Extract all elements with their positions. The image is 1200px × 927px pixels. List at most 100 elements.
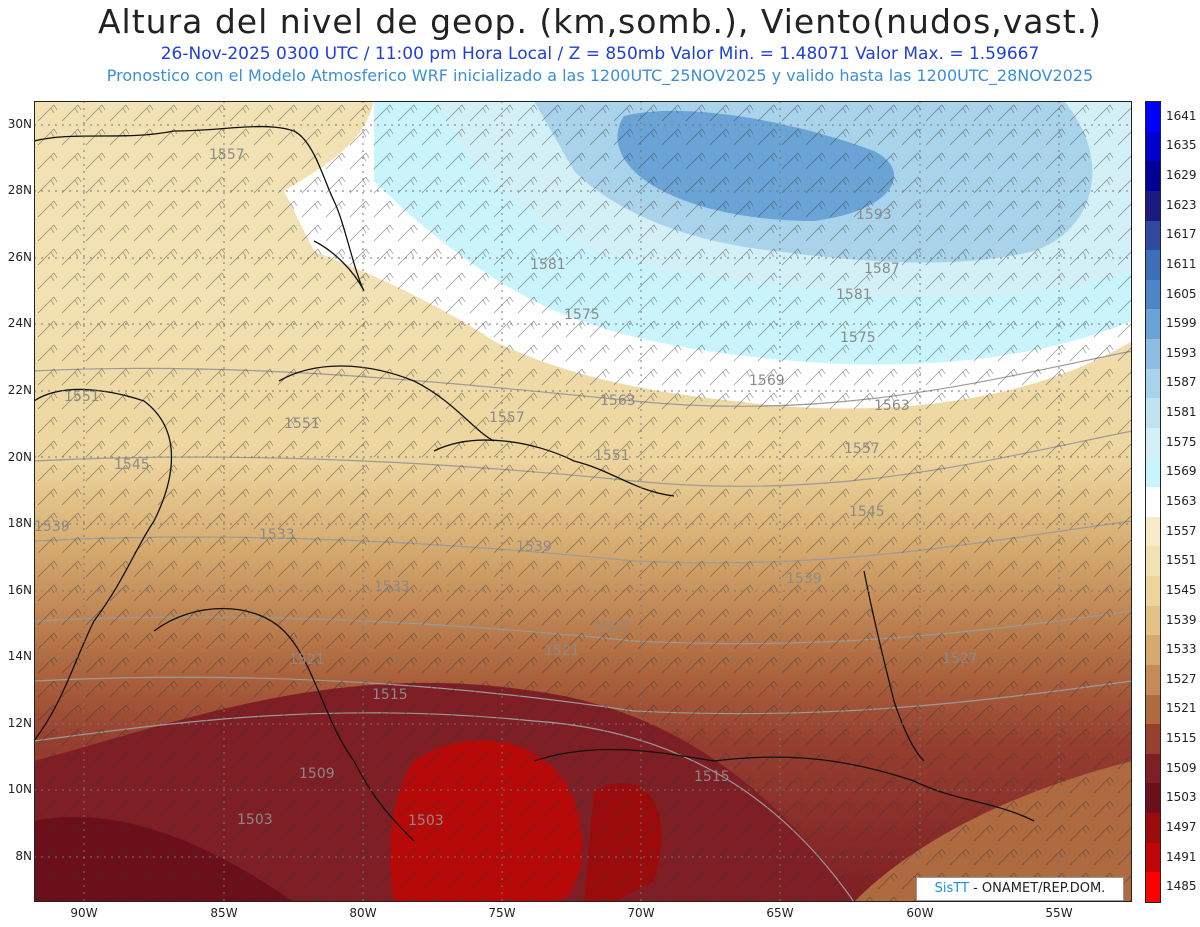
- contour-label: 1563: [600, 393, 636, 409]
- lat-label: 26N: [7, 250, 32, 264]
- color-scale-segment: [1146, 724, 1160, 755]
- color-scale-segment: [1146, 813, 1160, 844]
- lon-label: 75W: [488, 906, 516, 920]
- sistt-logo: SisTT: [934, 881, 969, 896]
- contour-label: 1545: [114, 457, 150, 473]
- color-scale-segment: [1146, 872, 1160, 903]
- color-scale-label: 1587: [1166, 375, 1197, 390]
- lon-label: 65W: [766, 906, 794, 920]
- color-scale-label: 1491: [1166, 849, 1197, 864]
- lon-label: 90W: [70, 906, 98, 920]
- color-scale-label: 1641: [1166, 108, 1197, 123]
- lon-label: 85W: [210, 906, 238, 920]
- contour-label: 1563: [874, 398, 910, 414]
- contour-label: 1503: [408, 813, 444, 829]
- color-scale-segment: [1146, 427, 1160, 459]
- color-scale-segment: [1146, 398, 1160, 429]
- lon-label: 70W: [627, 906, 655, 920]
- contour-label: 1557: [209, 147, 245, 163]
- lon-label: 60W: [906, 906, 934, 920]
- color-scale-segment: [1146, 250, 1160, 281]
- color-scale-segment: [1146, 576, 1160, 607]
- contour-label: 1527: [594, 619, 630, 635]
- color-scale-label: 1563: [1166, 494, 1197, 508]
- valid-time-subtitle: 26-Nov-2025 0300 UTC / 11:00 pm Hora Loc…: [160, 44, 1040, 64]
- color-scale-label: 1575: [1166, 434, 1197, 449]
- color-scale-label: 1599: [1166, 316, 1197, 331]
- color-scale-label: 1527: [1166, 671, 1197, 686]
- color-scale-segment: [1146, 635, 1160, 666]
- contour-label: 1515: [694, 769, 730, 785]
- coastlines: [34, 125, 1035, 842]
- contour-labels: 1557 1581 1587 1593 1581 1575 1575 1569 …: [34, 147, 978, 829]
- color-scale-segment: [1146, 694, 1160, 725]
- contour-label: 1533: [259, 527, 295, 543]
- contour-label: 1557: [489, 410, 525, 426]
- color-scale-label: 1515: [1166, 731, 1197, 746]
- color-scale-segment: [1146, 131, 1160, 162]
- lat-label: 18N: [7, 516, 32, 530]
- model-info-subtitle: Pronostico con el Modelo Atmosferico WRF…: [106, 66, 1094, 85]
- color-scale-label: 1539: [1166, 612, 1197, 627]
- color-scale-label: 1551: [1166, 553, 1197, 568]
- color-scale-label: 1569: [1166, 464, 1197, 479]
- contour-label: 1521: [544, 643, 580, 659]
- color-scale-segment: [1146, 102, 1160, 133]
- contour-label: 1593: [856, 207, 892, 223]
- map-title: Altura del nivel de geop. (km,somb.), Vi…: [97, 2, 1103, 41]
- color-scale-segment: [1146, 516, 1160, 547]
- contour-label: 1557: [844, 441, 880, 457]
- contour-label: 1539: [786, 571, 822, 587]
- contour-label: 1509: [299, 766, 335, 782]
- color-scale-label: 1557: [1166, 523, 1197, 538]
- color-scale-label: 1509: [1166, 760, 1197, 775]
- color-scale-segment: [1146, 368, 1160, 399]
- color-scale-label: 1497: [1166, 819, 1197, 834]
- contour-label: 1575: [840, 330, 876, 346]
- lat-lon-grid: [34, 101, 1132, 902]
- color-scale-segment: [1146, 546, 1160, 577]
- color-scale-segment: [1146, 309, 1160, 340]
- color-scale-label: 1629: [1166, 168, 1197, 183]
- color-scale-label: 1581: [1166, 405, 1197, 420]
- contour-label: 1575: [564, 307, 600, 323]
- contour-label: 1527: [942, 651, 978, 667]
- color-scale-label: 1605: [1166, 286, 1197, 301]
- lon-label: 55W: [1045, 906, 1073, 920]
- color-scale-label: 1623: [1166, 197, 1197, 212]
- credit-text: - ONAMET/REP.DOM.: [968, 881, 1106, 896]
- lon-label: 80W: [349, 906, 377, 920]
- contour-label: 1569: [749, 373, 785, 389]
- color-scale-label: 1533: [1166, 642, 1197, 657]
- color-scale-label: 1485: [1166, 879, 1197, 894]
- contour-label: 1581: [530, 257, 566, 273]
- lat-label: 30N: [7, 117, 32, 131]
- color-scale-label: 1611: [1166, 256, 1197, 271]
- contour-label: 1539: [34, 519, 70, 535]
- color-scale-label: 1635: [1166, 138, 1197, 153]
- contour-label: 1551: [284, 416, 320, 432]
- color-scale-label: 1521: [1166, 701, 1197, 716]
- color-scale-segment: [1146, 339, 1160, 370]
- color-scale-segment: [1146, 664, 1160, 696]
- color-scale-label: 1545: [1166, 582, 1197, 597]
- credit-box: SisTT - ONAMET/REP.DOM.: [916, 877, 1124, 901]
- color-scale-segment: [1146, 842, 1160, 873]
- color-scale-label: 1617: [1166, 227, 1197, 242]
- lat-label: 14N: [7, 649, 32, 663]
- lat-label: 24N: [7, 316, 32, 330]
- color-scale-segment: [1146, 783, 1160, 814]
- contour-label: 1521: [289, 652, 325, 668]
- color-scale-segment: [1146, 753, 1160, 784]
- contour-label: 1503: [237, 812, 273, 828]
- contour-label: 1533: [374, 579, 410, 595]
- lat-label: 22N: [7, 383, 32, 397]
- contour-label: 1539: [516, 539, 552, 555]
- weather-map: 1557 1581 1587 1593 1581 1575 1575 1569 …: [34, 101, 1132, 902]
- contour-label: 1581: [836, 287, 872, 303]
- lat-label: 10N: [7, 782, 32, 796]
- color-scale-segment: [1146, 279, 1160, 310]
- color-scale-segment: [1146, 605, 1160, 636]
- wind-barbs: [34, 101, 1132, 902]
- lat-label: 12N: [7, 716, 32, 730]
